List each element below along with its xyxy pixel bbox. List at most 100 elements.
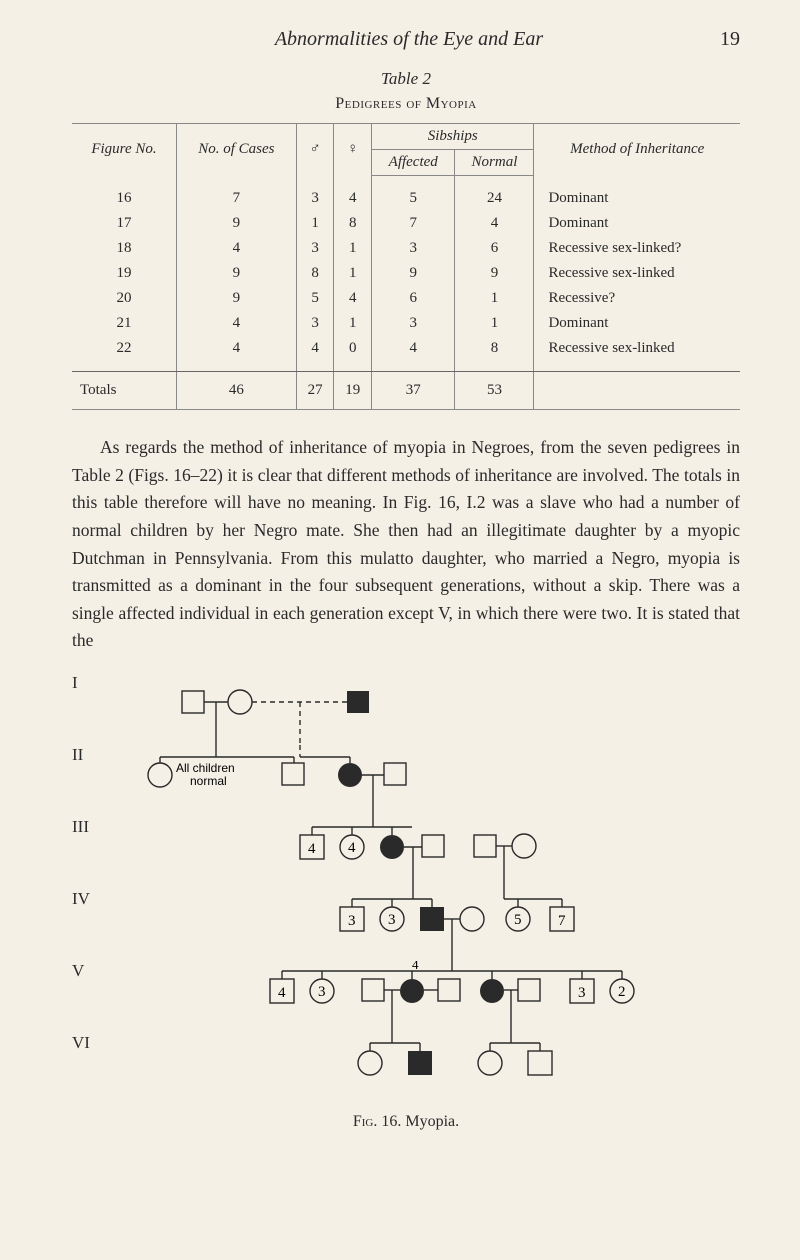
count-g4-3: 5 (514, 912, 522, 928)
fig-num: 16. (381, 1113, 401, 1130)
cell-method: Dominant (534, 176, 740, 212)
gen-label-1: I (72, 673, 122, 745)
affected-male-icon (347, 691, 369, 713)
cell-norm: 1 (455, 286, 534, 311)
cell-fig: 22 (72, 336, 176, 372)
gen-row-3: 4 4 (122, 817, 740, 889)
totals-label: Totals (72, 372, 176, 410)
cell-f: 1 (334, 261, 372, 286)
totals-row: Totals 46 27 19 37 53 (72, 372, 740, 410)
cell-aff: 5 (372, 176, 455, 212)
cell-m: 5 (296, 286, 334, 311)
cell-method: Recessive sex-linked? (534, 236, 740, 261)
totals-cases: 46 (176, 372, 296, 410)
pedigree-chart: I II All childrennormal (72, 673, 740, 1105)
cell-f: 4 (334, 176, 372, 212)
cell-norm: 1 (455, 311, 534, 336)
gen3-svg: 4 4 (122, 817, 682, 889)
affected-female-icon (380, 835, 404, 859)
cell-method: Recessive sex-linked (534, 261, 740, 286)
cell-fig: 18 (72, 236, 176, 261)
affected-male-icon (420, 907, 444, 931)
affected-female-icon (338, 763, 362, 787)
col-method: Method of Inheritance (534, 124, 740, 176)
count-g4-2: 3 (388, 912, 396, 928)
male-icon (422, 835, 444, 857)
cell-cases: 9 (176, 261, 296, 286)
cell-f: 1 (334, 311, 372, 336)
male-icon (362, 979, 384, 1001)
gen-row-1 (122, 673, 740, 745)
cell-norm: 24 (455, 176, 534, 212)
count-g4-4: 7 (558, 913, 566, 929)
totals-method-empty (534, 372, 740, 410)
col-sibships: Sibships (372, 124, 534, 150)
cell-m: 3 (296, 311, 334, 336)
figure-caption: Fig. 16. Myopia. (72, 1113, 740, 1131)
male-icon (518, 979, 540, 1001)
cell-cases: 9 (176, 286, 296, 311)
cell-norm: 4 (455, 211, 534, 236)
cell-fig: 21 (72, 311, 176, 336)
cell-cases: 7 (176, 176, 296, 212)
body-paragraph: As regards the method of inheritance of … (72, 434, 740, 655)
female-icon (358, 1051, 382, 1075)
totals-norm: 53 (455, 372, 534, 410)
count-g4-1: 3 (348, 913, 356, 929)
fig-prefix: Fig. (353, 1113, 378, 1130)
cell-m: 3 (296, 236, 334, 261)
totals-f: 19 (334, 372, 372, 410)
female-icon (460, 907, 484, 931)
female-icon (228, 690, 252, 714)
col-figure-no: Figure No. (72, 124, 176, 176)
affected-female-icon (400, 979, 424, 1003)
totals-aff: 37 (372, 372, 455, 410)
gen4-svg: 3 3 5 7 (122, 889, 682, 961)
col-male: ♂ (296, 124, 334, 176)
cell-cases: 4 (176, 311, 296, 336)
table-caption: Table 2 (72, 69, 740, 89)
count-g5-2: 3 (318, 984, 326, 1000)
cell-norm: 6 (455, 236, 534, 261)
gen1-svg (122, 673, 682, 745)
page-number: 19 (706, 28, 740, 51)
affected-male-icon (408, 1051, 432, 1075)
count-g5-3: 3 (578, 985, 586, 1001)
annot-children: All childrennormal (176, 761, 235, 788)
col-normal: Normal (455, 150, 534, 176)
cell-method: Recessive? (534, 286, 740, 311)
male-icon (528, 1051, 552, 1075)
cell-norm: 8 (455, 336, 534, 372)
count-g5-1: 4 (278, 985, 286, 1001)
table-row: 2244048Recessive sex-linked (72, 336, 740, 372)
female-icon (512, 834, 536, 858)
page-header: Abnormalities of the Eye and Ear 19 (72, 28, 740, 51)
cell-method: Dominant (534, 211, 740, 236)
cell-m: 3 (296, 176, 334, 212)
cell-m: 1 (296, 211, 334, 236)
cell-f: 8 (334, 211, 372, 236)
cell-cases: 9 (176, 211, 296, 236)
cell-f: 0 (334, 336, 372, 372)
male-icon (282, 763, 304, 785)
cell-f: 4 (334, 286, 372, 311)
cell-aff: 6 (372, 286, 455, 311)
gen-label-3: III (72, 817, 122, 889)
gen6-svg (122, 1033, 682, 1093)
cell-aff: 3 (372, 311, 455, 336)
cell-m: 8 (296, 261, 334, 286)
col-female: ♀ (334, 124, 372, 176)
female-icon (148, 763, 172, 787)
male-icon (384, 763, 406, 785)
count-g3-1: 4 (308, 841, 316, 857)
gen-label-5: V (72, 961, 122, 1033)
affected-female-icon (480, 979, 504, 1003)
cell-m: 4 (296, 336, 334, 372)
table-body: 16734524Dominant1791874Dominant1843136Re… (72, 176, 740, 372)
cell-aff: 3 (372, 236, 455, 261)
gen-row-2: All childrennormal (122, 745, 740, 817)
table-title: Pedigrees of Myopia (72, 95, 740, 113)
cell-fig: 17 (72, 211, 176, 236)
gen-label-6: VI (72, 1033, 122, 1105)
cell-fig: 16 (72, 176, 176, 212)
